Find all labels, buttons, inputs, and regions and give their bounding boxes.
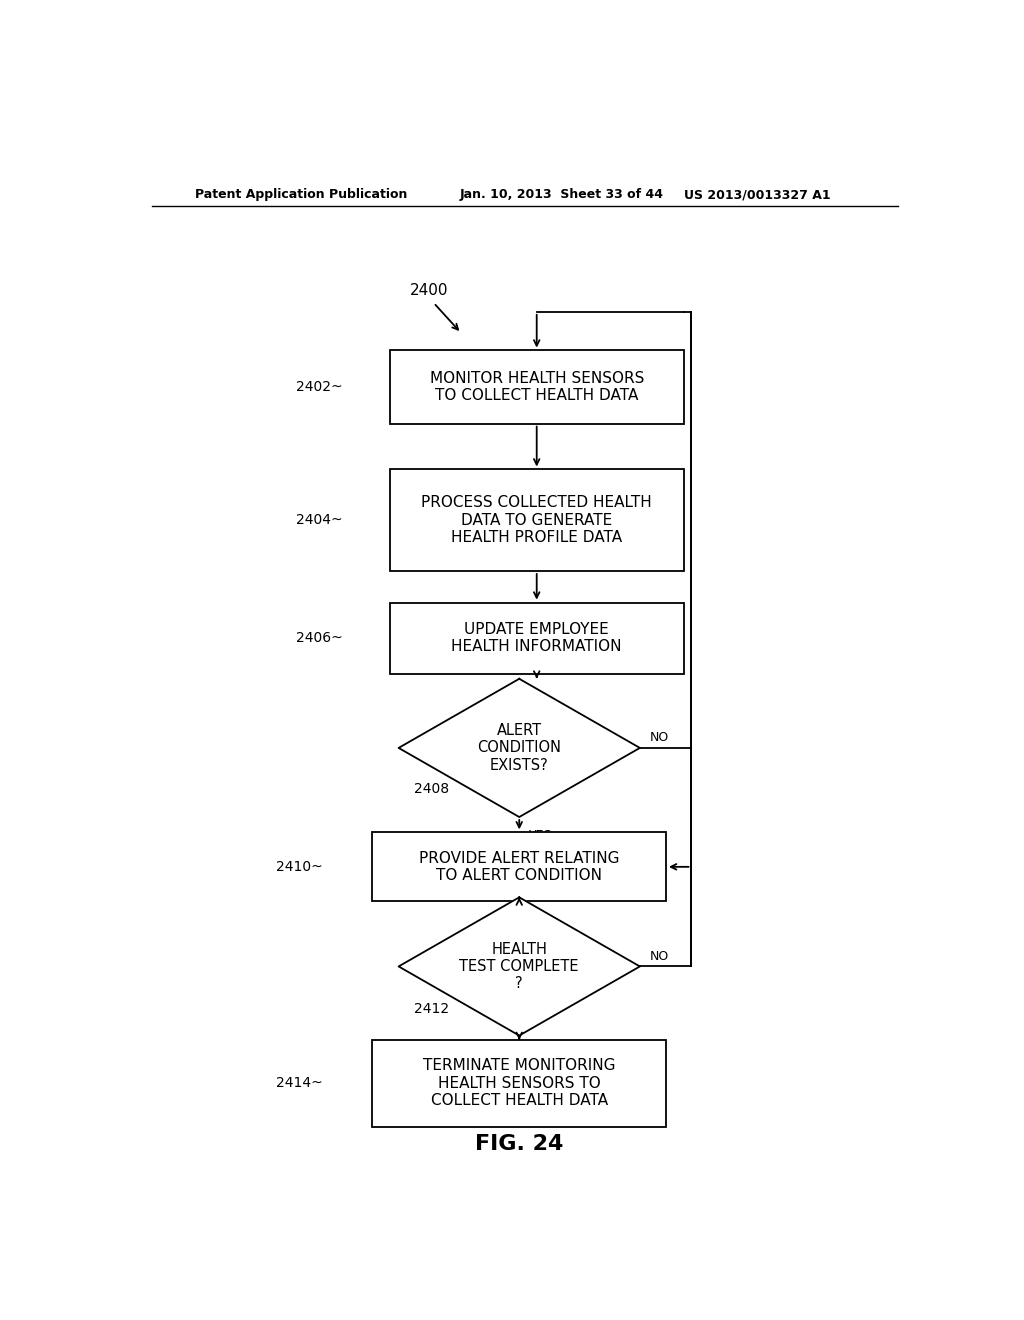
Text: PROCESS COLLECTED HEALTH
DATA TO GENERATE
HEALTH PROFILE DATA: PROCESS COLLECTED HEALTH DATA TO GENERAT…	[421, 495, 652, 545]
Text: Patent Application Publication: Patent Application Publication	[196, 189, 408, 202]
Text: YES: YES	[528, 1047, 552, 1060]
Text: 2400: 2400	[410, 282, 449, 298]
FancyBboxPatch shape	[390, 351, 684, 424]
Text: ALERT
CONDITION
EXISTS?: ALERT CONDITION EXISTS?	[477, 723, 561, 772]
Text: YES: YES	[528, 829, 552, 842]
Polygon shape	[398, 898, 640, 1036]
Text: 2408: 2408	[414, 781, 449, 796]
Text: Jan. 10, 2013  Sheet 33 of 44: Jan. 10, 2013 Sheet 33 of 44	[460, 189, 664, 202]
FancyBboxPatch shape	[373, 1040, 666, 1126]
Polygon shape	[398, 678, 640, 817]
Text: 2412: 2412	[414, 1002, 449, 1016]
Text: UPDATE EMPLOYEE
HEALTH INFORMATION: UPDATE EMPLOYEE HEALTH INFORMATION	[452, 622, 622, 655]
Text: NO: NO	[649, 731, 669, 744]
Text: FIG. 24: FIG. 24	[475, 1134, 563, 1154]
Text: US 2013/0013327 A1: US 2013/0013327 A1	[684, 189, 830, 202]
FancyBboxPatch shape	[390, 470, 684, 572]
Text: PROVIDE ALERT RELATING
TO ALERT CONDITION: PROVIDE ALERT RELATING TO ALERT CONDITIO…	[419, 850, 620, 883]
Text: MONITOR HEALTH SENSORS
TO COLLECT HEALTH DATA: MONITOR HEALTH SENSORS TO COLLECT HEALTH…	[429, 371, 644, 404]
Text: HEALTH
TEST COMPLETE
?: HEALTH TEST COMPLETE ?	[460, 941, 579, 991]
Text: 2410~: 2410~	[275, 859, 323, 874]
Text: 2406~: 2406~	[296, 631, 342, 645]
FancyBboxPatch shape	[390, 602, 684, 673]
FancyBboxPatch shape	[373, 833, 666, 902]
Text: 2414~: 2414~	[275, 1076, 323, 1090]
Text: NO: NO	[649, 950, 669, 962]
Text: TERMINATE MONITORING
HEALTH SENSORS TO
COLLECT HEALTH DATA: TERMINATE MONITORING HEALTH SENSORS TO C…	[423, 1059, 615, 1109]
Text: 2402~: 2402~	[296, 380, 342, 395]
Text: 2404~: 2404~	[296, 513, 342, 527]
